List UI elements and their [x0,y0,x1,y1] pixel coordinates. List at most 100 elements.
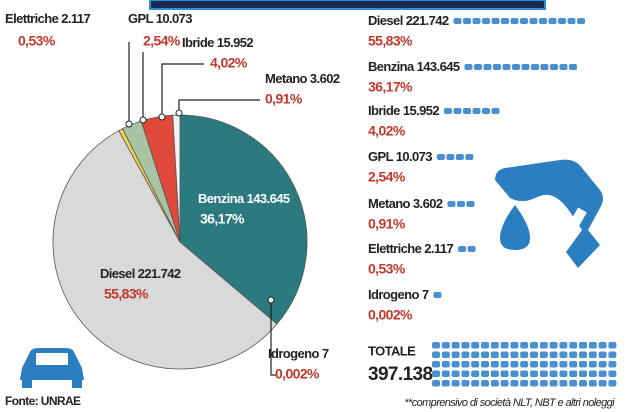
car-icon-small [530,371,538,378]
total-value: 397.138 [368,364,433,385]
car-icon-small [433,292,441,298]
car-icon-small [579,352,587,359]
count-label: 7 [422,287,429,302]
car-icon-small [432,380,440,387]
car-icon-small [501,380,509,387]
car-icon-small [520,380,528,387]
car-icon-small [608,352,616,359]
car-icon-small [471,380,479,387]
car-icon-small [521,64,529,70]
car-icon-small [464,64,472,70]
car-icon-small [599,380,607,387]
car-icon-small [550,342,558,349]
car-icon-small [579,380,587,387]
car-icon-small [482,18,490,24]
count-label: 2.117 [61,11,90,26]
pie-label: Elettriche 2.117 [5,11,90,26]
car-icon-small [442,380,450,387]
car-icon-small [589,342,597,349]
car-icon-small [589,352,597,359]
car-icon-small [493,64,501,70]
list-label: Idrogeno 7 [368,287,429,302]
car-icon-small [442,352,450,359]
leader-dot [268,297,274,303]
car-icon-small [540,380,548,387]
fuel-pump-icon [495,160,603,268]
car-icon-small [599,361,607,368]
car-icon-small [444,108,452,114]
count-label: 143.645 [417,59,460,74]
car-icon-small [510,342,518,349]
car-icon-small [437,154,445,160]
count-label: 7 [322,346,329,361]
car-icon-small [458,246,466,252]
list-label: GPL 10.073 [368,149,432,164]
car-icon-small [432,352,440,359]
car-icon-small [569,352,577,359]
car-icon-small [491,342,499,349]
car-icon-small [491,361,499,368]
car-icon-small [432,371,440,378]
category-name: Idrogeno [268,346,319,361]
car-icon-small [550,371,558,378]
car-icon-small [531,64,539,70]
list-label: Ibride 15.952 [368,103,439,118]
list-percent: 4,02% [368,123,406,139]
car-icon-small [502,64,510,70]
car-icon-small [569,64,577,70]
percent-label: 55,83% [104,286,149,302]
category-name: Elettriche [368,241,422,256]
pie-label: Metano 3.602 [265,71,340,86]
car-icon-small [540,371,548,378]
source: Fonte: UNRAE [5,394,81,408]
car-icon-small [540,342,548,349]
category-name: Benzina [368,59,415,74]
car-icon-small [550,64,558,70]
car-icon-small [481,352,489,359]
category-name: GPL [128,11,154,26]
car-icon-small [473,18,481,24]
car-icon-small [501,18,509,24]
leader-dot [159,114,165,120]
pie-label: Idrogeno 7 [268,346,329,361]
car-icon-small [520,18,528,24]
car-icon-small [510,380,518,387]
car-icon-small [568,18,576,24]
car-icon-small [540,64,548,70]
car-icon-small [599,352,607,359]
car-icon-small [559,342,567,349]
list-percent: 0,002% [368,307,413,323]
list-percent: 0,53% [368,261,406,277]
car-icon-small [511,18,519,24]
car-icon-small [540,361,548,368]
car-icon-small [481,361,489,368]
leader-line [162,64,204,117]
car-icon-small [471,361,479,368]
car-icon-small [559,380,567,387]
car-icon-small [481,380,489,387]
car-icon-small [468,246,476,252]
category-name: Ibride [368,103,400,118]
car-icon-small [530,342,538,349]
pie-label: GPL 10.073 [128,11,192,26]
category-name: Metano [265,71,308,86]
total-title: TOTALE [368,343,416,358]
car-icon-small [471,342,479,349]
car-icon-small [471,352,479,359]
car-icon-small [569,371,577,378]
car-icon-small [530,361,538,368]
car-icon-small [442,342,450,349]
car-icon-small [432,361,440,368]
car-icon-small [579,371,587,378]
car-icon-small [559,371,567,378]
leader-dot [140,117,146,123]
footnote: **comprensivo di società NLT, NBT e altr… [404,397,615,409]
car-icon-small [559,352,567,359]
car-icon-small [550,361,558,368]
infographic: Fonte: UNRAE **comprensivo di società NL… [0,0,639,412]
car-icon-small [456,154,464,160]
car-icon-small [453,108,461,114]
list-percent: 0,91% [368,216,406,232]
car-icon-small [510,352,518,359]
count-label: 3.602 [413,196,443,211]
